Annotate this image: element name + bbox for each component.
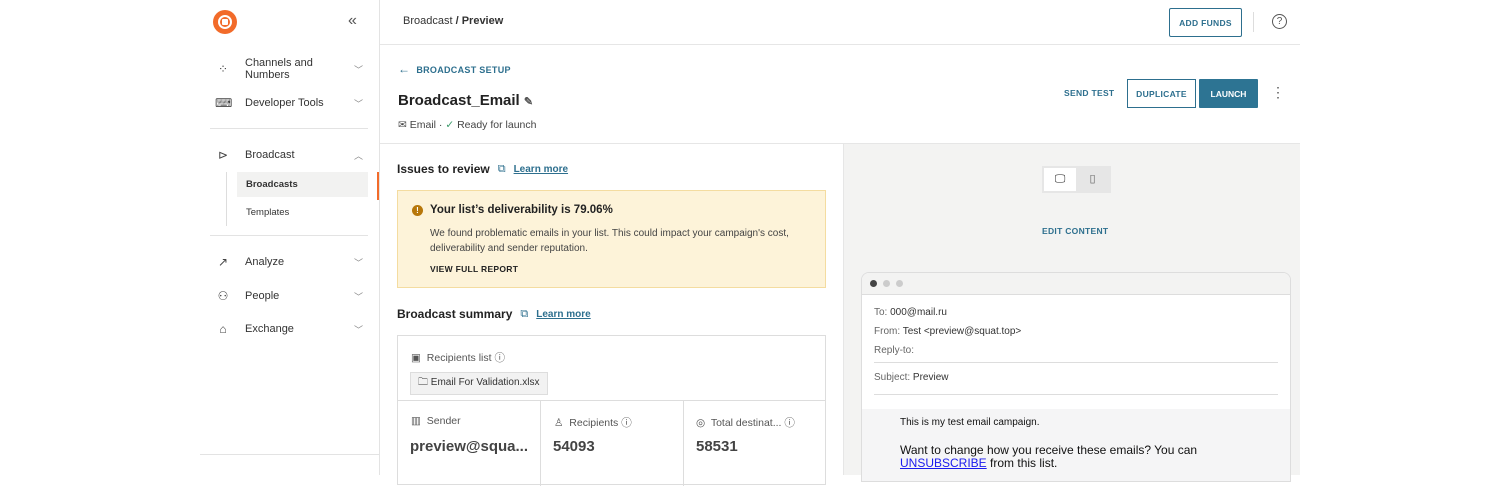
info-icon[interactable]: ⓘ: [494, 352, 505, 364]
body-text: This is my test email campaign.: [900, 417, 1040, 428]
page-title: Broadcast_Email ✎: [398, 92, 534, 109]
more-options-icon[interactable]: ⋮: [1271, 84, 1285, 100]
divider: [398, 400, 825, 401]
window-dot: [870, 280, 877, 287]
people-icon: ⚇: [217, 289, 229, 303]
sidebar-item-people[interactable]: ⚇ People ﹀: [215, 289, 363, 303]
file-chip[interactable]: 🗀 Email For Validation.xlsx: [410, 372, 548, 395]
unsubscribe-text: Want to change how you receive these ema…: [900, 443, 1198, 470]
chevron-down-icon: ﹀: [353, 291, 363, 302]
total-destinations-label: ◎ Total destinat... ⓘ: [696, 417, 795, 429]
add-funds-button[interactable]: ADD FUNDS: [1169, 8, 1242, 37]
channels-icon: ⁘: [217, 62, 229, 76]
sidebar-item-analyze[interactable]: ↗ Analyze ﹀: [215, 255, 363, 269]
submenu-line: [226, 172, 227, 226]
external-link-icon: ⧉: [520, 307, 529, 320]
external-link-icon: ⧉: [497, 162, 506, 175]
chevron-down-icon: ﹀: [353, 64, 363, 75]
divider: [683, 400, 684, 486]
divider: [210, 128, 368, 129]
chevron-down-icon: ﹀: [353, 98, 363, 109]
summary-card: ▣ Recipients list ⓘ 🗀 Email For Validati…: [397, 335, 826, 486]
view-full-report-link[interactable]: VIEW FULL REPORT: [430, 264, 519, 274]
window-dot: [896, 280, 903, 287]
collapse-sidebar-icon[interactable]: «: [348, 12, 357, 29]
breadcrumb-parent[interactable]: Broadcast: [403, 15, 453, 27]
warning-body: We found problematic emails in your list…: [430, 228, 789, 254]
top-header: Broadcast / Preview ADD FUNDS ?: [380, 0, 1300, 45]
divider: [1253, 12, 1254, 32]
sender-label: ▥ Sender: [411, 415, 461, 427]
launch-button[interactable]: LAUNCH: [1199, 79, 1258, 108]
check-circle-icon: ✓: [445, 119, 455, 131]
summary-learn-more-link[interactable]: Learn more: [536, 308, 591, 320]
sidebar: « ⁘ Channels and Numbers ﹀ ⌨ Developer Tool…: [200, 0, 380, 475]
sidebar-item-exchange[interactable]: ⌂ Exchange ﹀: [215, 322, 363, 336]
sidebar-item-channels[interactable]: ⁘ Channels and Numbers ﹀: [215, 57, 363, 81]
window-controls: [862, 273, 1290, 295]
divider: [874, 394, 1278, 395]
folder-icon: 🗀: [418, 377, 428, 388]
sidebar-item-broadcasts[interactable]: Broadcasts: [237, 172, 368, 197]
unsubscribe-link[interactable]: UNSUBSCRIBE: [900, 456, 987, 470]
divider: [874, 362, 1278, 363]
chevron-up-icon: ︿: [353, 150, 363, 161]
desktop-view-icon[interactable]: 🖵: [1044, 168, 1076, 191]
edit-content-button[interactable]: EDIT CONTENT: [1042, 226, 1109, 236]
recipients-value: 54093: [553, 438, 595, 455]
preview-panel: 🖵 ▯ EDIT CONTENT To: 000@mail.ru From: T…: [843, 143, 1300, 482]
to-row: To: 000@mail.ru: [874, 307, 947, 318]
breadcrumb-current: Preview: [461, 15, 504, 27]
warning-icon: !: [412, 205, 423, 216]
sidebar-item-templates[interactable]: Templates: [246, 207, 290, 218]
logo[interactable]: [213, 10, 237, 34]
pencil-icon[interactable]: ✎: [523, 96, 534, 108]
megaphone-icon: ⊳: [217, 148, 229, 162]
window-dot: [883, 280, 890, 287]
review-panel: Issues to review ⧉ Learn more ! Your lis…: [380, 143, 843, 486]
duplicate-button[interactable]: DUPLICATE: [1127, 79, 1196, 108]
active-indicator: [377, 172, 379, 200]
warning-title: Your list’s deliverability is 79.06%: [430, 204, 613, 216]
back-link[interactable]: ← BROADCAST SETUP: [398, 62, 511, 76]
sidebar-item-broadcast[interactable]: ⊳ Broadcast ︿: [215, 148, 363, 162]
code-icon: ⌨: [215, 96, 233, 110]
chevron-down-icon: ﹀: [353, 324, 363, 335]
recipients-list-label: ▣ Recipients list ⓘ: [411, 352, 505, 364]
breadcrumb: Broadcast / Preview: [403, 15, 504, 27]
sidebar-item-developer-tools[interactable]: ⌨ Developer Tools ﹀: [215, 96, 363, 110]
email-preview-window: To: 000@mail.ru From: Test <preview@squa…: [861, 272, 1291, 482]
total-destinations-value: 58531: [696, 438, 738, 455]
from-row: From: Test <preview@squat.top>: [874, 326, 1022, 337]
store-icon: ⌂: [219, 322, 227, 336]
chart-icon: ↗: [217, 255, 229, 269]
divider: [210, 235, 368, 236]
summary-header: Broadcast summary ⧉ Learn more: [397, 307, 591, 321]
contacts-icon: ▣: [411, 352, 421, 364]
recipients-label: ♙ Recipients ⓘ: [554, 417, 632, 429]
status-badge: Ready for launch: [457, 119, 537, 131]
issues-learn-more-link[interactable]: Learn more: [513, 163, 569, 175]
email-body: This is my test email campaign. Want to …: [862, 409, 1290, 481]
broadcast-meta: ✉ Email · ✓ Ready for launch: [398, 119, 537, 131]
divider: [540, 400, 541, 486]
sender-value: preview@squa...: [410, 438, 529, 455]
info-icon[interactable]: ⓘ: [784, 417, 795, 429]
building-icon: ▥: [411, 415, 421, 427]
view-mode-toggle: 🖵 ▯: [1042, 166, 1111, 193]
send-test-button[interactable]: SEND TEST: [1064, 88, 1115, 98]
reply-to-row: Reply-to:: [874, 345, 915, 356]
target-icon: ◎: [696, 417, 706, 429]
deliverability-warning: ! Your list’s deliverability is 79.06% W…: [397, 190, 826, 288]
divider: [200, 454, 379, 455]
arrow-left-icon: ←: [398, 62, 411, 76]
mobile-view-icon[interactable]: ▯: [1089, 173, 1096, 185]
help-icon[interactable]: ?: [1272, 14, 1287, 29]
issues-header: Issues to review ⧉ Learn more: [397, 162, 569, 176]
envelope-icon: ✉: [398, 119, 407, 131]
person-icon: ♙: [554, 417, 564, 429]
info-icon[interactable]: ⓘ: [621, 417, 632, 429]
chevron-down-icon: ﹀: [353, 257, 363, 268]
subject-row: Subject: Preview: [874, 372, 949, 383]
